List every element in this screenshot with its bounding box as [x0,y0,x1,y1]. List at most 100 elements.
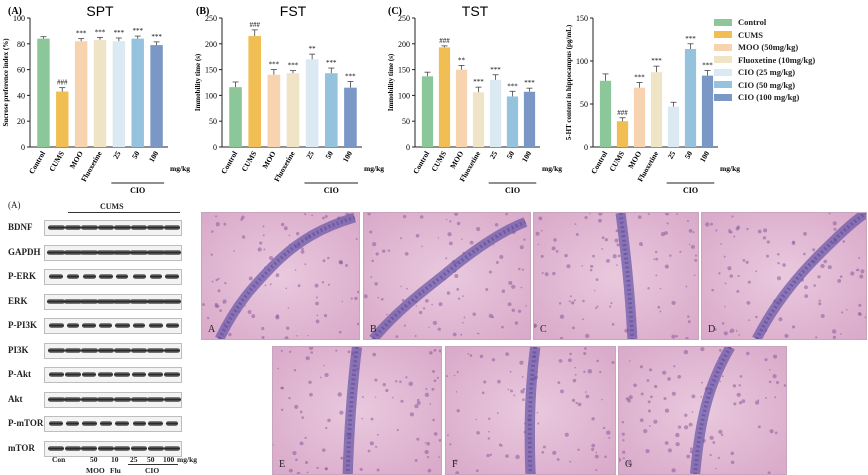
significance-label: *** [490,66,501,74]
blot-label: P-Akt [8,369,31,379]
legend-label: CUMS [738,29,764,40]
x-tick-label: Control [589,150,609,176]
y-axis-label: 5-HT content in hippocampus (pg/mL) [565,24,573,140]
blot-band [130,249,148,255]
blot-band [97,445,114,451]
bar [56,91,69,147]
blot-strip [44,342,182,359]
bar [455,69,468,147]
significance-label: *** [132,27,143,35]
blot-strip [44,440,182,457]
blot-label: P-mTOR [8,418,44,428]
blot-dose-label: 100 [163,455,175,464]
cio-group-label: CIO [130,186,145,195]
x-tick-label: CUMS [429,150,448,174]
bar [616,121,629,147]
blot-band [63,249,82,255]
y-tick-label: 150 [576,14,588,23]
panel-letter: (B) [196,6,209,17]
y-tick-label: 0 [406,143,410,152]
western-blot-panel: (A) CUMS BDNF GAPDH P-ERK ERK P-PI3K PI3K P-Ak… [0,198,200,475]
legend-swatch [714,31,732,39]
x-tick-label: MOO [448,149,465,170]
cio-group-label: CIO [324,186,339,195]
y-tick-label: 50 [402,117,410,126]
y-tick-label: 150 [398,66,410,75]
blot-band [148,421,164,426]
x-tick-label: Control [411,150,431,176]
blot-band [64,445,81,451]
x-tick-label: 50 [130,149,142,160]
y-tick-label: 60 [17,66,25,75]
blot-band [165,274,180,279]
tissue-stain [273,347,441,474]
significance-label: *** [326,59,337,67]
blot-band [113,225,131,230]
blot-label: mTOR [8,442,35,453]
tissue-stain [202,213,359,339]
cio-group-label: CIO [505,186,520,195]
bar [506,96,519,147]
blot-band [130,298,148,304]
blot-band [80,347,98,353]
blot-band [80,396,98,402]
histology-letter: C [540,324,547,335]
bar [684,48,697,147]
bar [248,36,262,148]
y-axis-label: Immobility time (s) [387,53,395,111]
blot-band [130,396,148,402]
histology-image: C [533,212,699,340]
blot-band [113,249,132,255]
chart-title: TST [462,3,489,19]
blot-label: PI3K [8,344,29,355]
blot-strip [44,391,182,408]
blot-band [114,323,130,328]
blot-group-label: CIO [145,466,160,475]
legend-item: Fluoxetine (10mg/kg) [714,54,815,67]
blot-band [147,225,165,230]
blot-band [96,298,115,304]
blot-band [163,298,181,304]
blot-band [80,225,98,230]
blot-band [82,372,97,377]
bar [667,106,680,147]
bar [229,87,242,147]
blot-band [147,445,164,451]
blot-band [98,372,114,377]
histology-letter: E [279,459,286,470]
significance-label: *** [345,72,356,80]
bar [421,76,434,147]
blot-strip [44,244,182,261]
significance-label: ** [309,45,317,53]
significance-label: ### [249,21,260,29]
blot-band [47,225,65,230]
histology-image: A [201,212,360,340]
blot-label: ERK [8,295,28,306]
blot-band [164,347,181,353]
legend-label: CIO (25 mg/kg) [738,67,796,78]
blot-band [47,298,65,304]
legend-item: CIO (25 mg/kg) [714,66,815,79]
y-tick-label: 0 [21,143,25,152]
blot-dose-label: 25 [130,455,138,464]
significance-label: *** [685,35,696,43]
unit-label: mg/kg [542,164,562,173]
blot-band [163,396,181,402]
bar [112,41,126,147]
x-tick-label: 100 [520,149,534,163]
significance-label: *** [702,61,713,69]
blot-dose-label: 50 [90,455,98,464]
blot-band [66,323,79,328]
blot-band [81,421,97,426]
legend-swatch [714,68,732,76]
western-panel-letter: (A) [8,200,21,210]
chart-spt: (A) SPT 0 20 40 60 80 100 Sucrose preference ind… [2,3,190,195]
blot-band [63,298,82,304]
panel-letter: (C) [388,6,402,17]
x-tick-label: 50 [505,149,517,160]
legend-item: CUMS [714,29,815,42]
blot-band [66,421,80,426]
x-tick-label: MOO [68,149,85,170]
blot-unit-label: mg/kg [177,455,198,464]
histology-image: E [272,346,442,475]
